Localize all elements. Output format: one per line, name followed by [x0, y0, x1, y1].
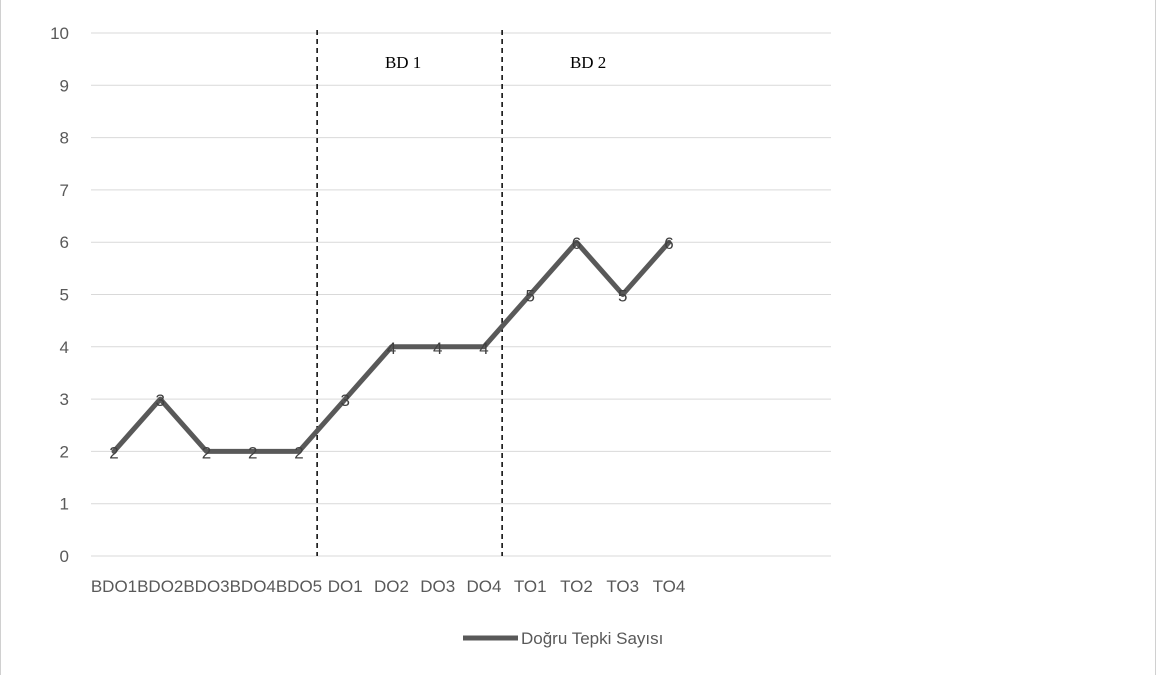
data-label: 3: [341, 391, 350, 410]
series-lines: [111, 239, 672, 454]
data-label: 3: [156, 391, 165, 410]
phase-label: BD 2: [570, 53, 606, 72]
x-tick-label: DO4: [467, 577, 502, 596]
y-tick-label: 4: [60, 338, 69, 357]
x-tick-label: TO3: [606, 577, 639, 596]
y-tick-label: 2: [60, 442, 69, 461]
data-label: 5: [526, 287, 535, 306]
y-tick-label: 5: [60, 286, 69, 305]
x-tick-label: BDO1: [91, 577, 137, 596]
gridlines: [91, 32, 831, 557]
x-tick-label: BDO3: [183, 577, 229, 596]
data-labels: 2 3 2 2 2 3 4 4 4 5 6 5 6: [109, 234, 673, 462]
x-tick-label: TO1: [514, 577, 547, 596]
data-label: 6: [572, 234, 581, 253]
y-tick-label: 1: [60, 495, 69, 514]
x-tick-label: BDO5: [276, 577, 322, 596]
x-axis-ticks: BDO1 BDO2 BDO3 BDO4 BDO5 DO1 DO2 DO3 DO4 TO1 TO2 TO…: [91, 577, 686, 596]
legend-label: Doğru Tepki Sayısı: [521, 629, 663, 648]
data-label: 4: [479, 339, 488, 358]
y-tick-label: 8: [60, 129, 69, 148]
x-tick-label: DO2: [374, 577, 409, 596]
data-label: 4: [433, 339, 442, 358]
x-tick-label: DO1: [328, 577, 363, 596]
phase-change-lines: BD 1 BD 2: [316, 30, 606, 556]
data-label: 2: [294, 443, 303, 462]
data-label: 2: [202, 443, 211, 462]
y-tick-label: 10: [50, 24, 69, 43]
x-tick-label: TO2: [560, 577, 593, 596]
data-label: 6: [664, 234, 673, 253]
data-label: 2: [109, 443, 118, 462]
series-line: [111, 239, 672, 454]
x-tick-label: BDO2: [137, 577, 183, 596]
x-tick-label: BDO4: [230, 577, 276, 596]
data-label: 5: [618, 287, 627, 306]
x-tick-label: DO3: [420, 577, 455, 596]
y-tick-label: 0: [60, 547, 69, 566]
data-label: 4: [387, 339, 396, 358]
x-tick-label: TO4: [653, 577, 686, 596]
y-tick-label: 9: [60, 76, 69, 95]
y-axis-ticks: 0 1 2 3 4 5 6 7 8 9 10: [50, 24, 69, 566]
y-tick-label: 3: [60, 390, 69, 409]
y-tick-label: 7: [60, 181, 69, 200]
phase-label: BD 1: [385, 53, 421, 72]
legend: Doğru Tepki Sayısı: [463, 629, 663, 648]
y-tick-label: 6: [60, 233, 69, 252]
data-label: 2: [248, 443, 257, 462]
